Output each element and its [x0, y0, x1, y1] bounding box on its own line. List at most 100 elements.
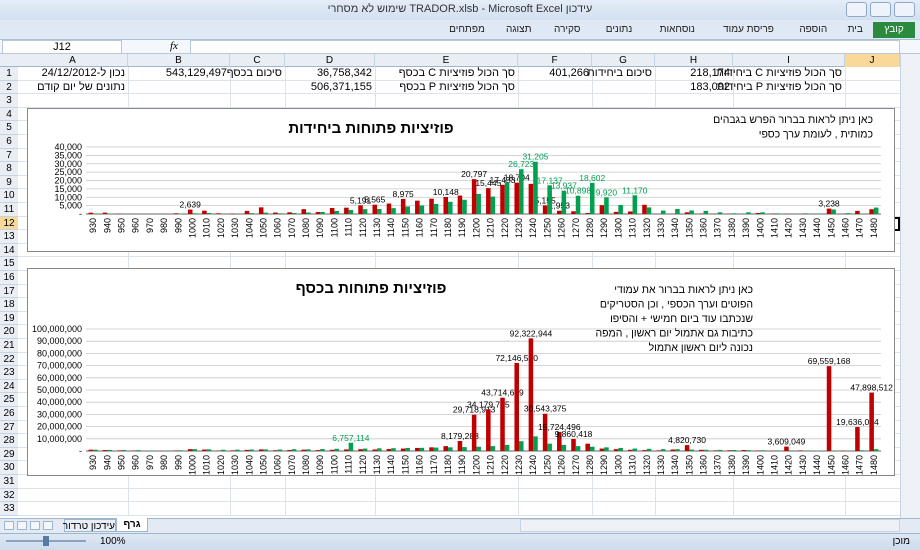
column-header[interactable]: D [285, 54, 375, 67]
ribbon-tab[interactable]: נתונים [605, 24, 633, 35]
row-header[interactable]: 11 [0, 203, 18, 217]
zoom-thumb[interactable] [43, 536, 49, 546]
cell[interactable]: 543,129,497 [165, 67, 227, 79]
ribbon-tab[interactable]: סקירה [554, 24, 581, 35]
ribbon-tab[interactable]: קובץ [873, 22, 915, 38]
row-header[interactable]: 7 [0, 148, 18, 163]
cell[interactable]: 36,758,342 [316, 67, 372, 79]
row-header[interactable]: 27 [0, 420, 18, 435]
formula-input[interactable] [190, 40, 900, 54]
cell[interactable]: סיכום ביחידות [587, 67, 652, 79]
x-tick-label: 1350 [684, 218, 694, 238]
row-header[interactable]: 10 [0, 189, 18, 203]
row-header[interactable]: 15 [0, 257, 18, 271]
row-header[interactable]: 32 [0, 488, 18, 503]
cell[interactable]: נכון ל-24/12/2012 [41, 67, 125, 79]
chart[interactable]: פוזיציות פתוחות בכסף כאן ניתן לראות בברור… [27, 268, 895, 476]
cell[interactable]: סך הכול פוזיציות C בכסף [398, 67, 515, 79]
row-header[interactable]: 24 [0, 379, 18, 394]
row-header[interactable]: 20 [0, 325, 18, 339]
column-header[interactable]: A [18, 54, 128, 67]
bar [831, 209, 836, 214]
bar [571, 438, 576, 451]
row-header[interactable]: 18 [0, 298, 18, 312]
horizontal-scrollbar[interactable] [520, 519, 900, 532]
row-header[interactable]: 22 [0, 352, 18, 367]
name-box[interactable]: J12 [2, 40, 122, 54]
row-header[interactable]: 23 [0, 366, 18, 380]
cell[interactable]: נתונים של יום קודם [37, 80, 125, 93]
cell[interactable]: סך הכול פוזיציות C ביחידות [716, 67, 842, 79]
sheet-tab-active[interactable]: גרף [116, 518, 148, 532]
cell[interactable]: סיכום בכסף [226, 67, 282, 79]
ribbon-tab[interactable]: פריסת עמוד [723, 24, 774, 35]
column-header[interactable]: C [230, 54, 285, 67]
row-header[interactable]: 31 [0, 475, 18, 489]
ribbon-tab[interactable]: הוספה [799, 24, 828, 35]
row-header[interactable]: 2 [0, 80, 18, 95]
window-button[interactable] [870, 2, 891, 17]
column-header[interactable]: F [518, 54, 592, 67]
row-header[interactable]: 17 [0, 284, 18, 299]
row-header[interactable]: 21 [0, 339, 18, 353]
bar [746, 212, 751, 214]
zoom-level[interactable]: 100% [100, 536, 126, 547]
cell[interactable]: 218,174 [690, 67, 730, 79]
row-header[interactable]: 30 [0, 461, 18, 475]
x-tick-label: 980 [159, 218, 169, 233]
row-header[interactable]: 16 [0, 271, 18, 285]
ribbon-tab[interactable]: תצוגה [505, 24, 532, 35]
column-header[interactable]: B [128, 54, 230, 67]
x-tick-label: 1080 [301, 455, 311, 475]
bar [362, 209, 368, 214]
x-tick-label: 1330 [656, 455, 666, 475]
column-header[interactable]: G [592, 54, 655, 67]
sheet-tab[interactable]: עידכון טרדור [62, 519, 116, 532]
row-header[interactable]: 29 [0, 447, 18, 462]
column-header[interactable]: J [845, 54, 900, 67]
cell[interactable]: סך הכול פוזיציות P ביחידות [716, 80, 842, 93]
window-button[interactable] [846, 2, 867, 17]
row-gridline [18, 244, 900, 258]
bar [88, 212, 94, 214]
tab-nav-button[interactable] [17, 521, 27, 530]
row-header[interactable]: 3 [0, 94, 18, 108]
row-header[interactable]: 14 [0, 243, 18, 258]
window-button[interactable] [894, 2, 915, 17]
tab-nav-button[interactable] [30, 521, 40, 530]
row-header[interactable]: 9 [0, 175, 18, 190]
column-header[interactable]: I [733, 54, 845, 67]
ribbon-tab[interactable]: בית [847, 24, 863, 35]
fx-button[interactable]: fx [170, 40, 178, 52]
tab-nav-button[interactable] [4, 521, 14, 530]
bar [244, 449, 250, 451]
ribbon-tab[interactable]: נוסחאות [659, 24, 695, 35]
row-header[interactable]: 19 [0, 311, 18, 326]
bar [684, 445, 690, 451]
cell[interactable]: 401,266 [549, 67, 589, 79]
cell[interactable]: סך הכול פוזיציות P בכסף [399, 80, 515, 93]
row-header[interactable]: 26 [0, 407, 18, 421]
row-header[interactable]: 13 [0, 230, 18, 244]
tab-nav-button[interactable] [43, 521, 53, 530]
row-header[interactable]: 1 [0, 67, 18, 81]
bar [206, 212, 212, 214]
bar [557, 431, 562, 451]
vertical-scrollbar[interactable] [900, 54, 920, 518]
data-label: 1,953 [549, 201, 571, 211]
row-header[interactable]: 6 [0, 135, 18, 149]
row-header[interactable]: 25 [0, 393, 18, 407]
row-header[interactable]: 12 [0, 216, 18, 231]
row-header[interactable]: 4 [0, 107, 18, 122]
row-header[interactable]: 33 [0, 502, 18, 516]
ribbon-tab[interactable]: מפתחים [449, 24, 485, 35]
column-header[interactable]: E [375, 54, 518, 67]
column-header[interactable]: H [655, 54, 733, 67]
row-header[interactable]: 28 [0, 434, 18, 448]
row-header[interactable]: 5 [0, 121, 18, 135]
bar [358, 449, 363, 451]
cell[interactable]: 506,371,155 [310, 80, 372, 93]
cell[interactable]: 183,092 [690, 80, 730, 93]
chart[interactable]: פוזיציות פתוחות ביחידות כאן ניתן לראות בב… [27, 108, 895, 252]
row-header[interactable]: 8 [0, 162, 18, 176]
